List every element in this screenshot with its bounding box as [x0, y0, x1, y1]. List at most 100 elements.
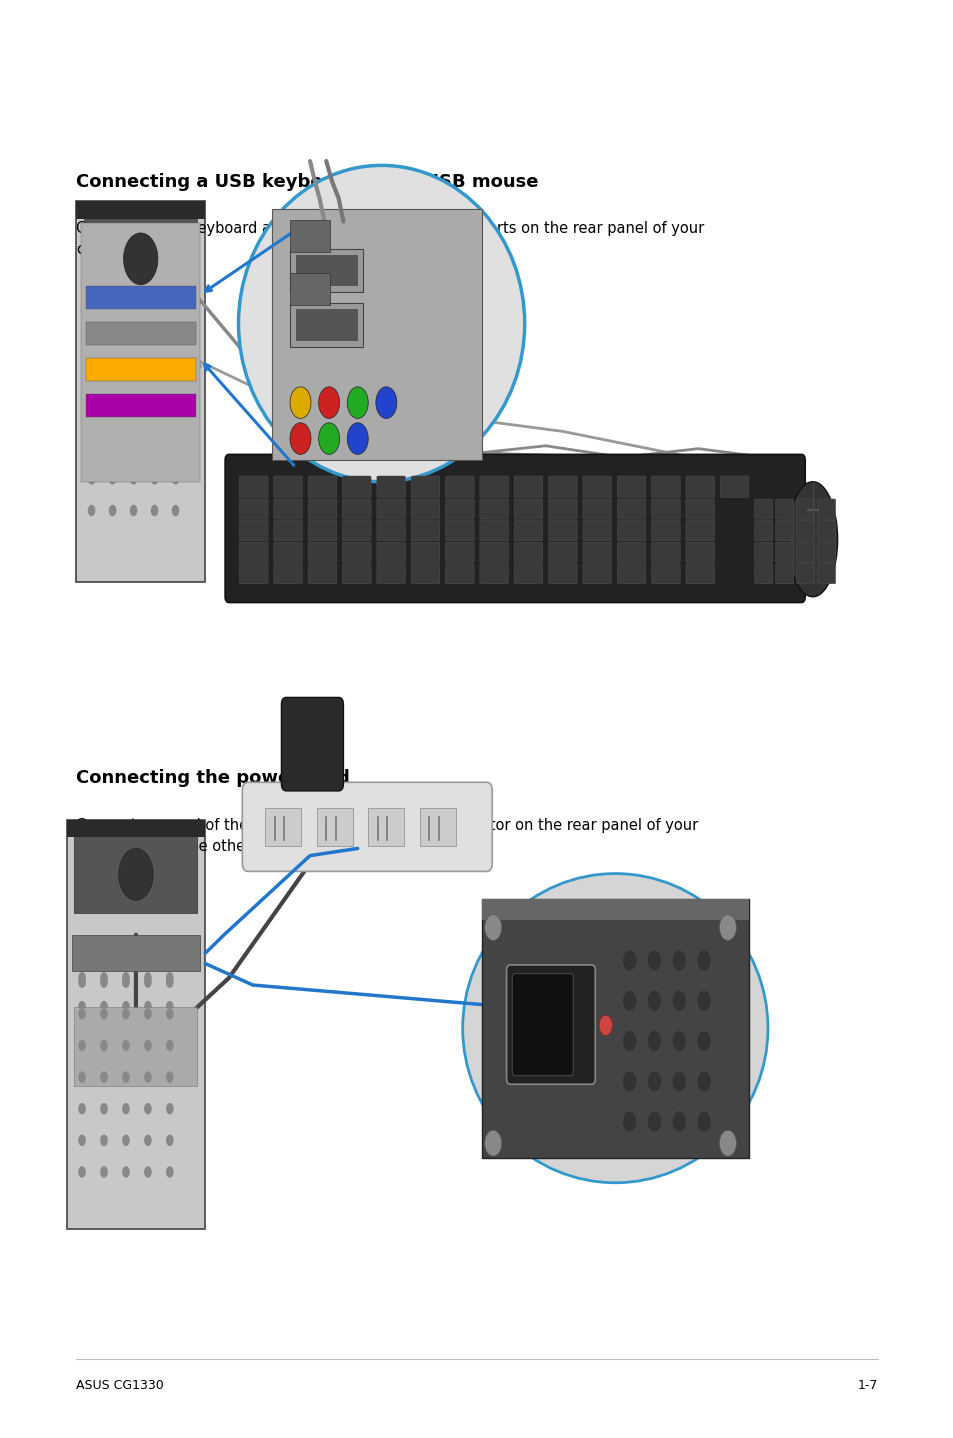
FancyBboxPatch shape	[685, 521, 714, 541]
Circle shape	[88, 473, 95, 485]
FancyBboxPatch shape	[308, 542, 336, 562]
FancyBboxPatch shape	[411, 564, 439, 584]
FancyBboxPatch shape	[651, 476, 679, 498]
FancyBboxPatch shape	[342, 499, 371, 519]
Circle shape	[88, 410, 95, 421]
Circle shape	[122, 1166, 130, 1178]
FancyBboxPatch shape	[342, 542, 371, 562]
FancyBboxPatch shape	[720, 476, 748, 498]
FancyBboxPatch shape	[411, 476, 439, 498]
FancyBboxPatch shape	[582, 564, 611, 584]
Circle shape	[144, 976, 152, 988]
Circle shape	[78, 1040, 86, 1051]
Circle shape	[122, 1008, 130, 1020]
FancyBboxPatch shape	[445, 476, 474, 498]
Circle shape	[122, 1071, 130, 1083]
Circle shape	[647, 1031, 660, 1051]
Bar	[67, 820, 205, 1229]
FancyBboxPatch shape	[582, 499, 611, 519]
Circle shape	[88, 505, 95, 516]
FancyBboxPatch shape	[445, 499, 474, 519]
FancyBboxPatch shape	[342, 476, 371, 498]
Circle shape	[290, 423, 311, 454]
FancyBboxPatch shape	[376, 521, 405, 541]
Bar	[84, 381, 197, 453]
Circle shape	[78, 945, 86, 956]
FancyBboxPatch shape	[308, 564, 336, 584]
Bar	[76, 201, 205, 219]
Circle shape	[166, 972, 173, 984]
Circle shape	[672, 1031, 685, 1051]
Circle shape	[100, 976, 108, 988]
Circle shape	[122, 943, 130, 955]
Circle shape	[151, 410, 158, 421]
FancyBboxPatch shape	[274, 542, 302, 562]
Circle shape	[109, 441, 116, 453]
FancyBboxPatch shape	[295, 309, 357, 341]
FancyBboxPatch shape	[775, 521, 793, 541]
FancyBboxPatch shape	[376, 564, 405, 584]
FancyBboxPatch shape	[548, 542, 577, 562]
FancyBboxPatch shape	[411, 542, 439, 562]
Circle shape	[78, 1071, 86, 1083]
Bar	[86, 322, 195, 345]
FancyBboxPatch shape	[290, 220, 330, 252]
Circle shape	[151, 377, 158, 388]
Circle shape	[172, 410, 179, 421]
Circle shape	[719, 915, 736, 940]
Bar	[86, 358, 195, 381]
Circle shape	[151, 347, 158, 358]
FancyBboxPatch shape	[548, 476, 577, 498]
Circle shape	[109, 473, 116, 485]
Bar	[481, 899, 748, 1158]
Circle shape	[100, 945, 108, 956]
Circle shape	[622, 1031, 636, 1051]
Circle shape	[172, 377, 179, 388]
FancyBboxPatch shape	[274, 499, 302, 519]
Circle shape	[166, 1166, 173, 1178]
Circle shape	[290, 387, 311, 418]
FancyBboxPatch shape	[582, 521, 611, 541]
Text: Connecting a USB keyboard and a USB mouse: Connecting a USB keyboard and a USB mous…	[76, 173, 538, 191]
FancyBboxPatch shape	[754, 499, 772, 519]
FancyBboxPatch shape	[617, 542, 645, 562]
Text: 1-7: 1-7	[857, 1379, 877, 1392]
FancyBboxPatch shape	[308, 521, 336, 541]
Circle shape	[88, 403, 95, 414]
Circle shape	[172, 351, 179, 362]
Circle shape	[144, 1058, 152, 1070]
Circle shape	[109, 347, 116, 358]
Circle shape	[124, 233, 158, 285]
FancyBboxPatch shape	[685, 476, 714, 498]
Circle shape	[166, 1071, 173, 1083]
FancyBboxPatch shape	[479, 499, 508, 519]
Circle shape	[647, 951, 660, 971]
Circle shape	[144, 945, 152, 956]
Circle shape	[130, 403, 137, 414]
Circle shape	[144, 1135, 152, 1146]
Ellipse shape	[462, 874, 767, 1182]
FancyBboxPatch shape	[651, 521, 679, 541]
FancyBboxPatch shape	[445, 542, 474, 562]
Circle shape	[144, 1166, 152, 1178]
Circle shape	[130, 351, 137, 362]
Circle shape	[122, 1135, 130, 1146]
FancyBboxPatch shape	[796, 499, 814, 519]
Circle shape	[672, 1071, 685, 1091]
Circle shape	[151, 429, 158, 440]
Circle shape	[100, 1008, 108, 1020]
Circle shape	[166, 945, 173, 956]
FancyBboxPatch shape	[239, 476, 268, 498]
FancyBboxPatch shape	[239, 542, 268, 562]
Circle shape	[622, 991, 636, 1011]
Circle shape	[166, 1008, 173, 1020]
FancyBboxPatch shape	[817, 542, 835, 562]
Circle shape	[144, 1103, 152, 1114]
Circle shape	[109, 325, 116, 336]
Circle shape	[88, 315, 95, 326]
Circle shape	[166, 1030, 173, 1041]
FancyBboxPatch shape	[281, 697, 343, 791]
Circle shape	[166, 1135, 173, 1146]
FancyBboxPatch shape	[651, 564, 679, 584]
Circle shape	[109, 351, 116, 362]
